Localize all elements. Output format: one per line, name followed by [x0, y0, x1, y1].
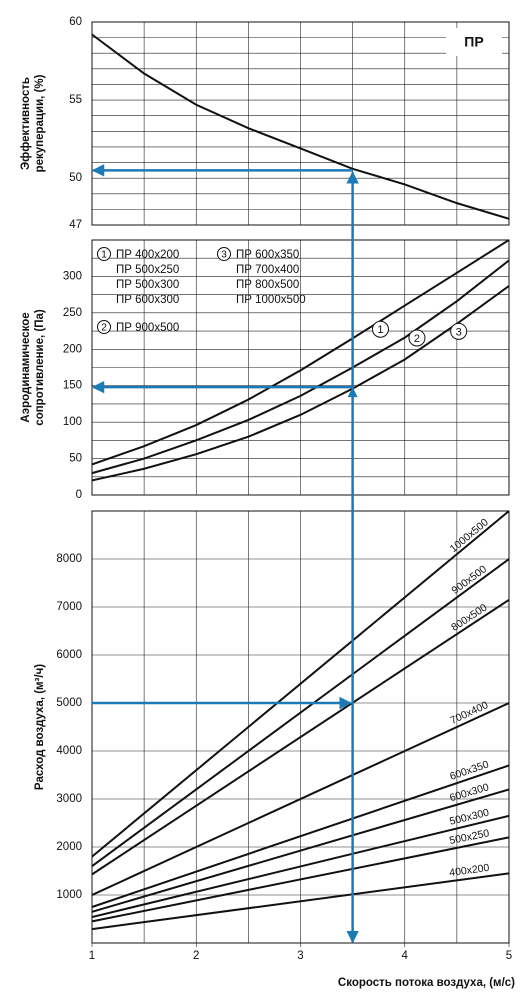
series-label: 2 — [414, 333, 420, 345]
x-tick-label: 3 — [297, 950, 303, 962]
series-line — [91, 285, 510, 482]
x-tick-label: 5 — [506, 950, 512, 962]
series-label: 400х200 — [449, 862, 491, 879]
legend-marker-label: 3 — [221, 250, 227, 261]
series-label: 900х500 — [449, 563, 489, 597]
y-tick-label: 6000 — [56, 649, 82, 661]
y-tick-label: 47 — [69, 219, 82, 231]
series-label: 1 — [377, 324, 383, 336]
series-marker — [450, 322, 468, 340]
series-line — [91, 510, 510, 858]
series-line — [91, 814, 510, 919]
series-marker — [408, 329, 426, 347]
legend-item: ПР 400х200 — [116, 249, 179, 261]
x-tick-label: 2 — [193, 950, 199, 962]
legend-item: ПР 600х300 — [116, 294, 179, 306]
legend-marker — [97, 320, 111, 334]
legend-item: ПР 1000х500 — [236, 294, 306, 306]
y-tick-label: 5000 — [56, 697, 82, 709]
series-label: 500х250 — [448, 827, 490, 847]
series-label: 3 — [456, 326, 462, 338]
series-label: 1000х500 — [448, 516, 491, 555]
series-line — [91, 33, 510, 220]
y-axis-label: сопротивление, (Па) — [34, 309, 46, 426]
legend-item: ПР 500х250 — [116, 264, 179, 276]
legend-marker — [217, 247, 231, 261]
y-axis-label: Расход воздуха, (м³/ч) — [34, 664, 46, 790]
series-line — [91, 872, 510, 931]
y-tick-label: 300 — [63, 270, 82, 282]
legend: 1 ПР 400х200 ПР 500х250 ПР 500х300 ПР 600х30… — [97, 247, 306, 334]
y-axis-label: рекуперации, (%) — [34, 74, 46, 172]
y-tick-label: 4000 — [56, 745, 82, 757]
plot-frame — [91, 510, 510, 944]
y-tick-label: 2000 — [56, 841, 82, 853]
badge: ПР — [464, 34, 483, 50]
y-tick-label: 100 — [63, 416, 82, 428]
x-axis-label: Скорость потока воздуха, (м/с) — [338, 977, 515, 989]
series-line — [91, 598, 510, 876]
y-tick-label: 250 — [63, 307, 82, 319]
legend-marker-label: 2 — [101, 323, 107, 334]
y-tick-label: 1000 — [56, 889, 82, 901]
y-tick-label: 150 — [63, 380, 82, 392]
legend-item: ПР 800х500 — [236, 279, 299, 291]
series-line — [91, 788, 510, 913]
y-tick-label: 7000 — [56, 601, 82, 613]
series-line — [91, 702, 510, 896]
y-tick-label: 0 — [76, 489, 82, 501]
plot-frame — [91, 239, 510, 496]
series-line — [91, 239, 510, 466]
legend-item: ПР 600х350 — [236, 249, 299, 261]
y-tick-label: 60 — [69, 16, 82, 28]
series-line — [91, 764, 510, 908]
legend-item: ПР 500х300 — [116, 279, 179, 291]
badge-box — [446, 28, 502, 56]
y-tick-label: 50 — [69, 453, 82, 465]
y-tick-label: 8000 — [56, 553, 82, 565]
series-line — [91, 259, 510, 475]
x-tick-label: 1 — [89, 950, 95, 962]
legend-item: ПР 700х400 — [236, 264, 299, 276]
y-tick-label: 200 — [63, 343, 82, 355]
y-tick-label: 3000 — [56, 793, 82, 805]
legend-marker — [97, 247, 111, 261]
y-axis-label: Аэродинамическое — [20, 312, 32, 422]
series-line — [91, 558, 510, 868]
y-tick-label: 50 — [69, 172, 82, 184]
legend-item: ПР 900х500 — [116, 322, 179, 334]
y-axis-label: Эффективность — [20, 77, 32, 170]
series-marker — [371, 320, 389, 338]
y-tick-label: 55 — [69, 94, 82, 106]
plot-frame — [91, 21, 510, 226]
series-line — [91, 836, 510, 923]
x-tick-label: 4 — [402, 950, 409, 962]
legend-marker-label: 1 — [101, 250, 107, 261]
